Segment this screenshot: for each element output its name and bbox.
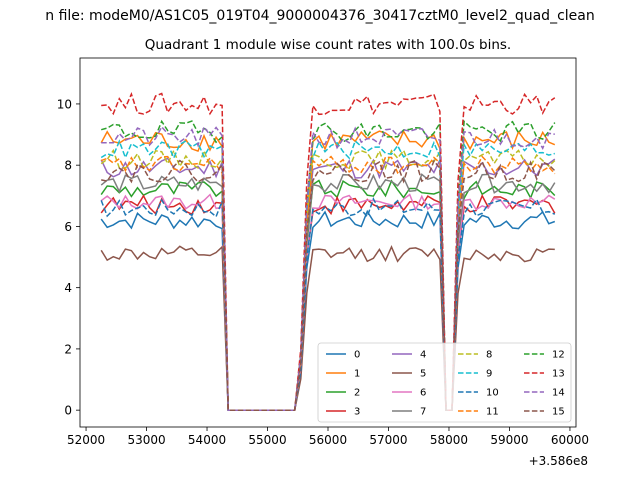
legend-label-15: 15 xyxy=(552,407,565,418)
series-line-2 xyxy=(100,179,556,411)
legend-label-10: 10 xyxy=(486,388,499,399)
legend-label-13: 13 xyxy=(552,369,565,380)
x-tick-label: 58000 xyxy=(430,433,468,447)
legend-label-0: 0 xyxy=(354,350,360,361)
x-tick-label: 60000 xyxy=(551,433,589,447)
legend-label-7: 7 xyxy=(420,407,426,418)
series-line-10 xyxy=(100,196,556,411)
y-tick-label: 6 xyxy=(64,220,72,234)
legend-frame xyxy=(317,342,572,423)
y-tick-label: 2 xyxy=(64,342,72,356)
x-tick-label: 52000 xyxy=(67,433,105,447)
legend-label-4: 4 xyxy=(420,350,426,361)
series-line-7 xyxy=(100,173,556,411)
legend-label-6: 6 xyxy=(420,388,426,399)
legend-label-3: 3 xyxy=(354,407,360,418)
legend-label-8: 8 xyxy=(486,350,492,361)
y-tick-label: 10 xyxy=(57,97,72,111)
legend-label-12: 12 xyxy=(552,350,565,361)
legend-label-1: 1 xyxy=(354,369,360,380)
series-lines xyxy=(100,92,556,411)
x-axis: 52000 53000 54000 55000 56000 57000 58000 59000… xyxy=(67,427,589,447)
x-tick-label: 53000 xyxy=(127,433,165,447)
series-line-13 xyxy=(101,92,556,411)
y-tick-label: 8 xyxy=(64,159,72,173)
legend-label-2: 2 xyxy=(354,388,360,399)
x-offset-label: +3.586e8 xyxy=(529,454,588,468)
series-line-5 xyxy=(100,245,555,411)
series-line-6 xyxy=(100,193,556,411)
y-tick-label: 0 xyxy=(64,404,72,418)
x-tick-label: 54000 xyxy=(188,433,226,447)
legend-label-5: 5 xyxy=(420,369,426,380)
y-axis: 0 2 4 6 8 10 xyxy=(57,97,80,418)
series-line-0 xyxy=(100,209,556,411)
series-line-12 xyxy=(101,119,556,411)
series-line-11 xyxy=(100,155,556,411)
legend-label-14: 14 xyxy=(552,388,565,399)
legend-label-9: 9 xyxy=(486,369,492,380)
series-line-1 xyxy=(100,129,556,411)
series-line-3 xyxy=(100,194,556,411)
x-tick-label: 59000 xyxy=(490,433,528,447)
legend-label-11: 11 xyxy=(486,407,499,418)
x-tick-label: 56000 xyxy=(309,433,347,447)
x-tick-label: 57000 xyxy=(369,433,407,447)
figure-suptitle: n file: modeM0/AS1C05_019T04_9000004376_… xyxy=(45,8,594,24)
series-line-15 xyxy=(101,159,556,411)
y-tick-label: 4 xyxy=(64,281,72,295)
x-tick-label: 55000 xyxy=(248,433,286,447)
series-line-8 xyxy=(100,148,556,411)
series-line-14 xyxy=(101,125,555,411)
chart-title: Quadrant 1 module wise count rates with … xyxy=(145,37,511,53)
plot-area xyxy=(79,57,577,428)
